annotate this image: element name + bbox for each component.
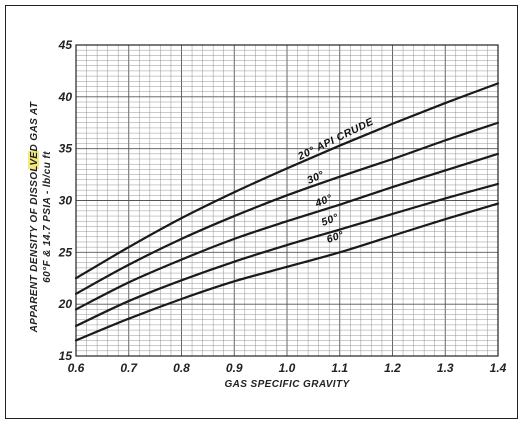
chart-axes	[75, 44, 499, 357]
x-tick-label: 1.1	[331, 361, 348, 375]
y-tick-label: 20	[58, 297, 73, 311]
series-label-50: 50°	[320, 211, 341, 229]
y-tick-label: 15	[59, 349, 73, 363]
series-label-30: 30°	[305, 169, 326, 187]
x-tick-label: 0.7	[120, 361, 138, 375]
y-tick-label: 40	[58, 90, 73, 104]
y-axis-label: APPARENT DENSITY OF DISSOLVED GAS AT	[28, 101, 40, 333]
chart-frame	[5, 5, 518, 419]
y-tick-label: 45	[58, 38, 73, 52]
y-axis-label-line2: 60°F & 14.7 PSIA - lb/cu ft	[42, 151, 53, 283]
y-tick-label: 35	[59, 142, 73, 156]
x-tick-label: 1.4	[490, 361, 507, 375]
y-axis-label-line1: APPARENT DENSITY OF DISSOLVED GAS AT	[29, 101, 40, 333]
series-label-60: 60°	[325, 229, 346, 246]
chart-series	[74, 82, 500, 342]
y-tick-label: 30	[59, 194, 73, 208]
gas-highlight	[28, 151, 39, 169]
plot-border	[75, 44, 499, 357]
x-tick-label: 0.8	[173, 361, 190, 375]
series-line-2	[74, 152, 500, 311]
x-axis-label: GAS SPECIFIC GRAVITY	[224, 379, 350, 390]
x-tick-label: 1.3	[437, 361, 454, 375]
x-tick-label: 1.0	[279, 361, 296, 375]
chart-tick-labels: 0.6 0.7 0.8 0.9 1.0 1.1 1.2 1.3 1.4 15 20 25 30 35 40 4…	[58, 38, 507, 375]
series-line-3	[74, 182, 500, 328]
series-line-1	[74, 121, 500, 295]
y-tick-label: 25	[58, 245, 73, 259]
series-line-4	[74, 202, 500, 342]
x-tick-label: 1.2	[384, 361, 401, 375]
series-line-0	[74, 82, 500, 280]
x-tick-label: 0.9	[226, 361, 243, 375]
x-tick-label: 0.6	[68, 361, 85, 375]
